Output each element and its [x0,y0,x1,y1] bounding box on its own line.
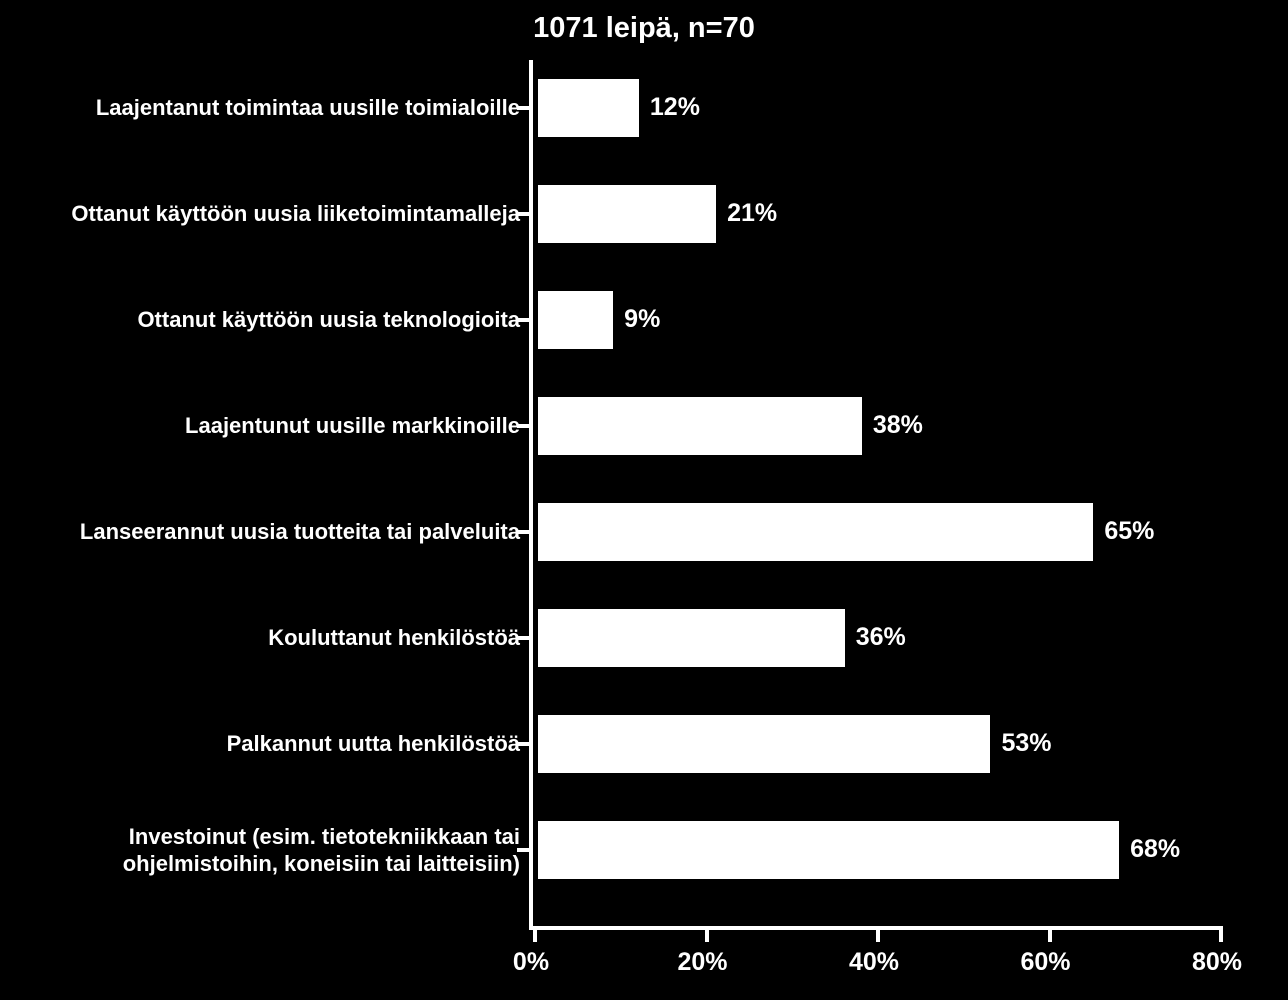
bar-value-label: 53% [1001,729,1051,758]
bar-value-label: 68% [1130,835,1180,864]
bar [537,184,717,244]
x-tick-label: 20% [677,948,727,977]
bar [537,714,991,774]
bar [537,608,846,668]
bar [537,396,863,456]
category-label: Ottanut käyttöön uusia teknologioita [10,280,520,360]
plot-area: 12% 21% 9% 38% 65% 36% 53% 68% [529,60,1219,930]
x-tick [705,926,709,942]
x-tick-label: 60% [1020,948,1070,977]
x-tick [1048,926,1052,942]
x-tick [533,926,537,942]
x-tick [1219,926,1223,942]
bar-value-label: 36% [856,623,906,652]
x-tick-label: 0% [513,948,549,977]
category-label: Lanseerannut uusia tuotteita tai palvelu… [10,492,520,572]
bar-chart: 1071 leipä, n=70 12% 21% 9% 38% 65% 36% 53% 68%… [0,0,1288,1000]
bar-value-label: 21% [727,199,777,228]
bar-value-label: 12% [650,93,700,122]
category-label: Investoinut (esim. tietotekniikkaan tai … [10,810,520,890]
category-label: Ottanut käyttöön uusia liiketoimintamall… [10,174,520,254]
category-label: Palkannut uutta henkilöstöä [10,704,520,784]
x-tick-label: 80% [1192,948,1242,977]
x-tick-label: 40% [849,948,899,977]
bar [537,820,1120,880]
x-tick [876,926,880,942]
bar [537,502,1094,562]
chart-title: 1071 leipä, n=70 [0,12,1288,45]
bar [537,290,614,350]
bar-value-label: 38% [873,411,923,440]
category-label: Laajentanut toimintaa uusille toimialoil… [10,68,520,148]
category-label: Laajentunut uusille markkinoille [10,386,520,466]
bar-value-label: 65% [1104,517,1154,546]
bar-value-label: 9% [624,305,660,334]
bar [537,78,640,138]
category-label: Kouluttanut henkilöstöä [10,598,520,678]
